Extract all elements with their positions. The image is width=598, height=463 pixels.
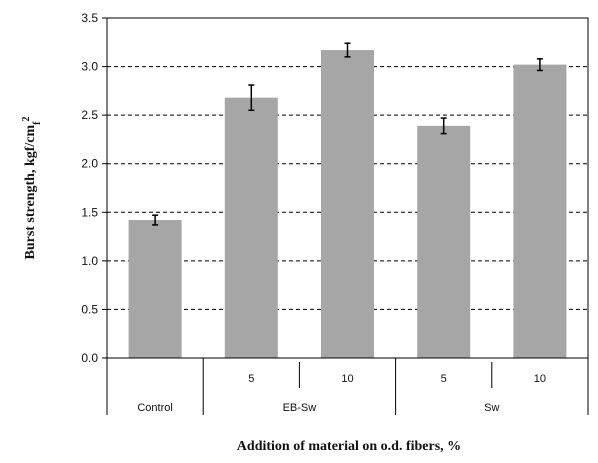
y-tick-label: 2.0	[81, 157, 98, 171]
group-label: Control	[137, 402, 172, 414]
group-label: EB-Sw	[283, 402, 317, 414]
y-tick-label: 3.5	[81, 11, 98, 25]
y-tick-label: 0.5	[81, 302, 98, 316]
y-tick-label: 0.0	[81, 351, 98, 365]
level-label: 10	[534, 373, 546, 385]
plot-frame	[106, 17, 589, 359]
group-label: Sw	[484, 402, 499, 414]
y-tick-label: 1.0	[81, 254, 98, 268]
bars	[128, 50, 567, 359]
x-axis-title: Addition of material on o.d. fibers, %	[237, 439, 461, 454]
y-tick-labels: 0.0 0.5 1.0 1.5 2.0 2.5 3.0 3.5	[81, 11, 98, 365]
bar	[417, 125, 471, 358]
y-axis-title: Burst strength, kgf/cmf2	[21, 116, 43, 259]
bar	[224, 97, 278, 359]
bar	[513, 64, 567, 358]
plot-border	[106, 17, 589, 359]
category-table: Control EB-Sw Sw 5 10 5 10	[106, 358, 589, 415]
bar	[321, 50, 374, 359]
level-label: 5	[248, 373, 254, 385]
error-bars	[152, 42, 543, 226]
bar	[128, 220, 182, 358]
y-axis-title-superscript: 2	[21, 116, 32, 121]
y-tick-label: 1.5	[81, 205, 98, 219]
level-label: 10	[341, 373, 353, 385]
y-tick-label: 3.0	[81, 60, 98, 74]
level-label: 5	[441, 373, 447, 385]
y-tick-label: 2.5	[81, 108, 98, 122]
y-axis-title-subscript: f	[32, 121, 43, 125]
